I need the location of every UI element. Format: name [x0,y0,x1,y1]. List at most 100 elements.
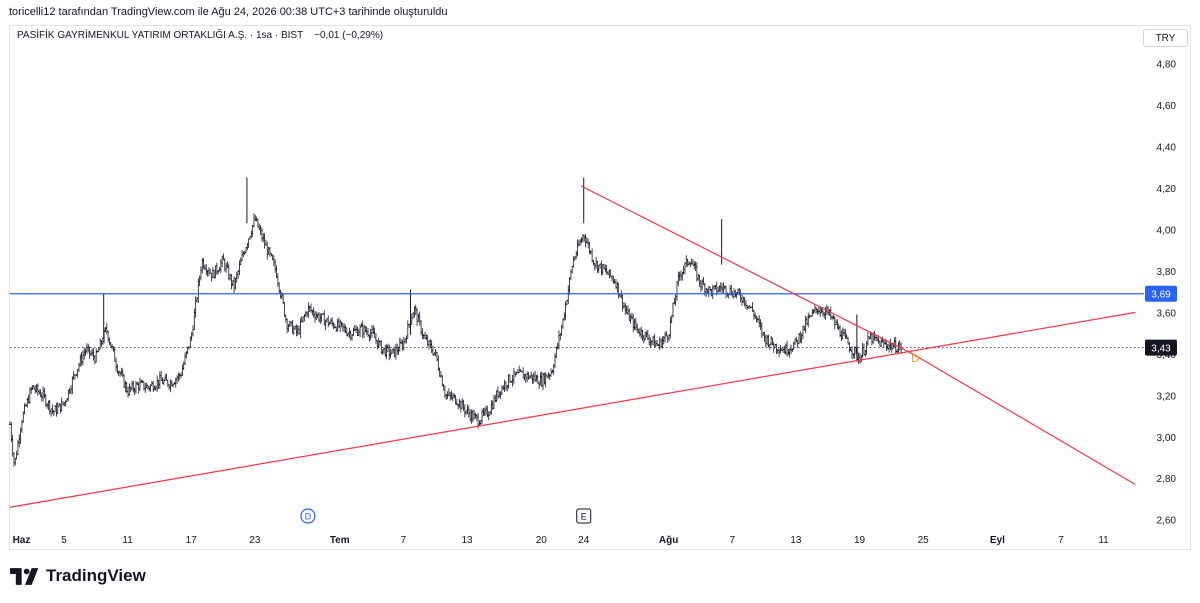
x-tick-label: 5 [61,535,67,546]
candle [638,328,642,337]
currency-button[interactable]: TRY [1143,29,1188,47]
candle [720,282,724,294]
candle [487,411,490,421]
candle [381,349,384,355]
candle [628,308,631,321]
candle [805,316,809,326]
candle [51,404,54,415]
candle [775,343,778,354]
symbol-legend[interactable]: PASİFİK GAYRİMENKUL YATIRIM ORTAKLIĞI A.… [17,30,383,41]
candle [211,267,215,279]
candle [67,389,70,401]
candle [69,385,73,395]
candle [649,337,652,348]
candle [710,288,713,297]
candle [114,357,118,372]
candle [751,302,754,312]
tradingview-logo[interactable]: TradingView [10,566,146,586]
candle [348,327,351,339]
candle [316,313,319,319]
candle [405,335,408,344]
candle [340,321,343,328]
candle [137,382,140,394]
trend-line-support[interactable] [9,311,1136,508]
dividend-event-icon[interactable]: D [300,508,316,524]
candle [879,338,883,347]
candle [776,348,779,354]
x-tick-label: 7 [729,535,735,546]
candle [495,390,498,403]
candle [259,225,262,236]
candle [525,371,529,382]
candle [447,388,451,397]
x-tick-label: 13 [461,535,473,546]
candle [81,350,85,366]
candle [422,334,425,340]
candle [59,403,62,414]
candle [373,327,376,339]
candle [327,315,330,328]
candle [191,325,195,337]
candle [758,315,761,328]
candle [817,306,821,315]
trend-line-projection[interactable] [912,353,1136,485]
candle [329,318,333,325]
candle [108,337,111,346]
candle [470,409,473,424]
candle [155,375,159,392]
x-tick-label: 7 [1058,535,1064,546]
marker-d[interactable]: D [911,353,919,365]
candle [641,329,644,342]
candle [761,332,765,336]
candle [43,387,46,399]
candle [605,265,608,275]
chart-attribution: toricelli12 tarafından TradingView.com i… [9,6,448,18]
candle [571,265,574,274]
candle [536,374,539,384]
candle [312,307,315,318]
x-tick-label: 11 [1098,535,1109,546]
candle [264,239,268,246]
candle [14,458,17,466]
candle [332,322,335,330]
candle [500,385,504,395]
candle [498,391,501,398]
earnings-event-icon[interactable]: E [576,508,592,524]
legend-sep-1: · [249,30,256,41]
candle [691,258,695,266]
candle [744,299,748,310]
candle [598,263,602,269]
candle [478,420,481,426]
y-tick-label: 3,00 [1157,433,1177,444]
candle [483,407,486,416]
trend-line-resistance[interactable] [580,185,913,355]
candle [358,324,362,338]
candle [159,371,163,381]
candle [765,334,769,346]
y-tick-label: 4,60 [1157,101,1177,112]
x-tick-label: 13 [790,535,802,546]
candle [456,403,460,410]
svg-text:3,43: 3,43 [1151,344,1171,355]
candle [39,389,42,397]
candle [309,303,313,313]
candle [549,368,553,378]
y-tick-label: 4,00 [1157,225,1177,236]
candle [674,294,677,306]
candle [604,264,607,273]
candle [64,400,67,407]
candle [193,308,196,330]
candle [698,275,701,287]
candle [449,391,452,401]
candle [352,327,355,336]
candle [578,238,582,246]
legend-gap [306,30,312,41]
candle [370,324,374,338]
candle [272,255,276,267]
candle [124,380,127,393]
candle [848,341,851,353]
candle [52,410,55,416]
candle [18,434,21,448]
candle [87,343,90,353]
